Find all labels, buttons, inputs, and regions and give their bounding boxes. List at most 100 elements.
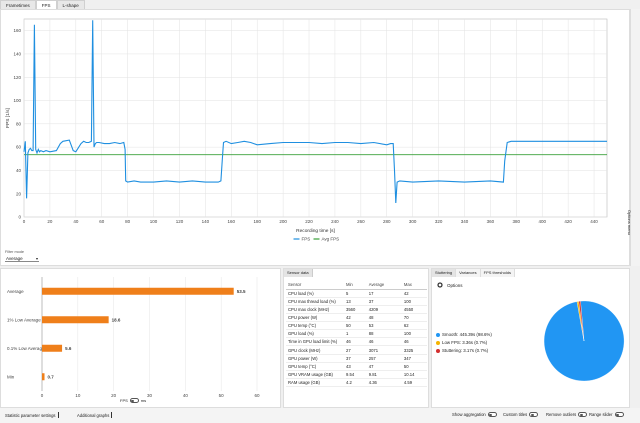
x-tick-label: 0 [41,393,44,398]
tab-l-shape[interactable]: L-shape [56,0,85,9]
gear-icon [437,282,443,288]
statistic-settings-button[interactable]: Statistic parameter settings [5,412,59,418]
bar [42,316,109,324]
tab-variances[interactable]: Variances [456,269,481,277]
bottom-toolbar: Statistic parameter settings Additional … [0,408,640,423]
y-axis-ticks: 0 20 40 60 80 100 120 140 160 [13,28,21,219]
bar [42,287,234,295]
stuttering-panel: Stuttering Variances FPS thresholds Opti… [431,268,630,408]
sensor-cell: 70 [401,313,427,323]
legend-avg-label: Avg FPS [322,237,340,242]
x-tick-label: 10 [75,393,81,398]
tab-stuttering[interactable]: Stuttering [432,269,457,277]
x-tick-label: 220 [305,219,313,224]
sensor-row: GPU VRAM usage (GB) 9.54 9.81 10.14 [286,370,427,380]
column-header: Min [344,281,367,290]
sensor-cell: 50 [401,362,427,371]
bar-value-label: 18.6 [112,317,121,322]
legend-smooth: Smooth: 445.39s (98.6%) [436,332,492,337]
remove-outliers-switch[interactable] [578,412,588,417]
sensor-cell: 347 [401,354,427,363]
show-aggregation-switch[interactable] [487,412,497,417]
legend-stuttering-dot [436,348,440,353]
sensor-cell: 9.54 [344,370,367,380]
sensor-cell: 10.14 [401,370,427,380]
x-tick-label: 320 [435,219,443,224]
filter-mode-select[interactable]: Average ▾ [5,255,39,262]
tab-sensor-data[interactable]: Sensor data [284,269,313,277]
stuttering-tabs: Stuttering Variances FPS thresholds [432,269,515,277]
custom-titles-switch[interactable] [529,412,539,417]
sensor-cell: 46 [344,337,367,347]
sensor-cell: 46 [401,337,427,347]
unit-toggle[interactable]: FPS ms [120,398,146,403]
y-tick-label: 20 [16,191,22,196]
remove-outliers-toggle[interactable]: Remove outliers [546,412,588,417]
y-tick-label: 140 [13,52,21,57]
sensor-table: Sensor Min Average Max CPU load (%) 5 17 42… [286,281,427,388]
bar-value-label: 53.5 [237,289,246,294]
column-header: Average [366,281,402,290]
options-sidebar[interactable] [630,9,640,266]
bar-chart-grid [41,277,258,391]
x-tick-label: 20 [111,393,117,398]
statistics-panel: Average 53.5 1% Low Average 18.6 0.1% Low Av… [0,268,281,408]
sensor-cell: CPU power (W) [286,313,344,323]
column-header: Max [401,281,427,290]
range-slider-switch[interactable] [614,412,624,417]
bar-value-label: 0.7 [48,374,55,379]
custom-titles-toggle[interactable]: Custom titles [503,412,539,417]
range-slider-toggle[interactable]: Range slider [589,412,624,417]
sensor-row: CPU temp (°C) 50 53 62 [286,321,427,331]
x-tick-label: 300 [409,219,417,224]
sensor-row: Time in GPU load limit (%) 46 46 46 [286,337,427,347]
sensor-cell: 13 [344,297,367,306]
x-tick-label: 200 [279,219,287,224]
sensor-table-header: Sensor Min Average Max [286,281,427,290]
stuttering-options[interactable]: Options [437,282,463,288]
tab-frametimes[interactable]: Frametimes [0,0,36,9]
additional-graphs-button[interactable]: Additional graphs [77,412,113,418]
remove-outliers-label: Remove outliers [546,412,577,417]
sensor-cell: 37 [344,354,367,363]
sensor-cell: 62 [401,321,427,331]
bar-category-label: 0.1% Low Average [7,346,45,351]
x-axis-ticks: 0 20 40 60 80 100 120 140 160 180 200 220 240 260 280 3… [23,219,599,224]
legend-low-fps-dot [436,340,440,345]
sensor-cell: Time in GPU load limit (%) [286,337,344,347]
sensor-cell: CPU max clock (MHz) [286,305,344,314]
sensor-cell: 4550 [401,305,427,314]
show-aggregation-toggle[interactable]: Show aggregation [452,412,497,417]
range-slider-label: Range slider [589,412,613,417]
sensor-cell: 53 [366,321,402,331]
sensor-row: GPU clock (MHz) 27 3071 3325 [286,345,427,355]
sensor-cell: 1 [344,329,367,339]
column-header: Sensor [286,281,344,290]
x-tick-label: 40 [73,219,79,224]
x-tick-label: 340 [461,219,469,224]
bar-category-label: Average [7,289,24,294]
filter-mode-label: Filter mode [5,250,24,254]
chart-grid [23,18,608,218]
sensor-row: GPU temp (°C) 43 47 50 [286,362,427,371]
tab-fps-thresholds[interactable]: FPS thresholds [480,269,515,277]
sensor-row: CPU max thread load (%) 13 37 100 [286,297,427,306]
show-aggregation-label: Show aggregation [452,412,486,417]
fps-bar-chart: Average 53.5 1% Low Average 18.6 0.1% Low Av… [7,277,260,398]
sensor-cell: 42 [401,289,427,298]
chart-legend: FPS Avg FPS [293,237,340,242]
x-tick-label: 120 [176,219,184,224]
unit-switch[interactable] [129,398,139,403]
sensor-cell: 257 [366,354,402,363]
tab-fps[interactable]: FPS [35,0,57,9]
y-axis-label: FPS [1/s] [5,108,11,128]
sensor-cell: GPU temp (°C) [286,362,344,371]
bar-category-label: Min [7,374,15,379]
legend-stuttering-label: Stuttering: 3.17s (0.7%) [442,348,489,353]
x-tick-label: 360 [487,219,495,224]
bar-chart-x-ticks: 0 10 20 30 40 50 60 [41,393,260,398]
x-tick-label: 400 [538,219,546,224]
sensor-cell: 43 [344,362,367,371]
x-tick-label: 60 [254,393,260,398]
y-tick-label: 0 [18,215,21,220]
